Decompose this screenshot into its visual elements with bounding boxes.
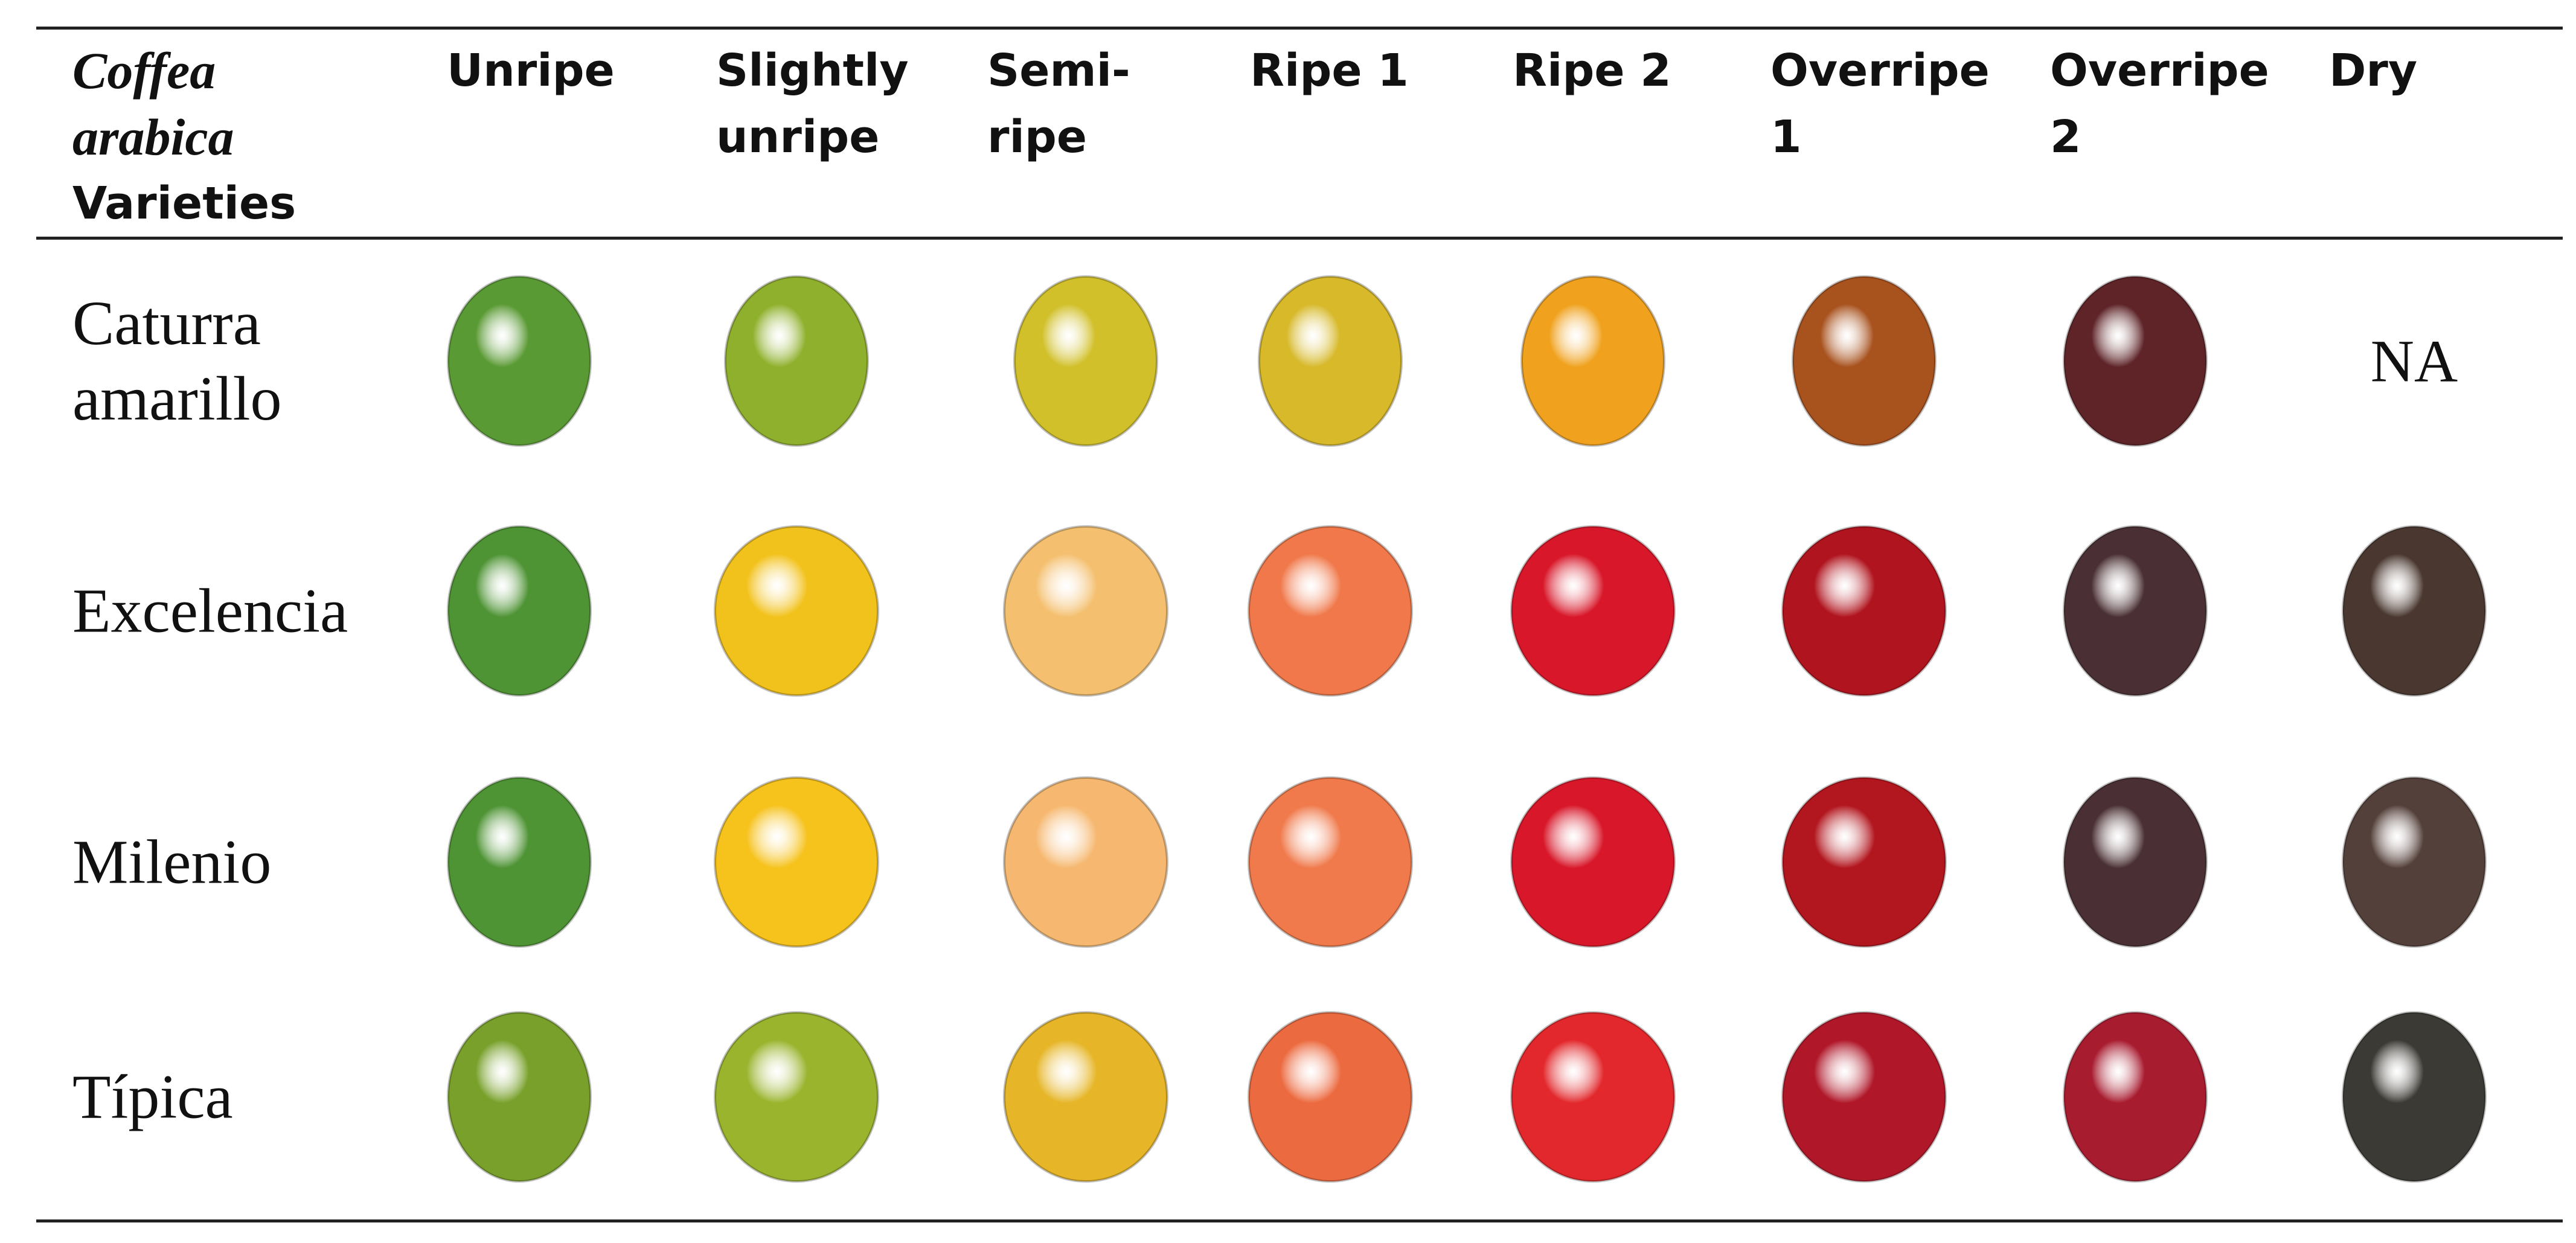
coffee-cherry [2063,776,2208,948]
coffee-cherry [1510,1011,1676,1183]
coffee-cherry [1781,1011,1947,1183]
coffee-cherry [447,525,592,697]
coffee-cherry [1013,275,1158,447]
coffee-cherry [1792,275,1937,447]
variety-name: Típica [72,1062,233,1132]
coffee-cherry [1520,275,1665,447]
coffee-cherry [1510,776,1676,948]
varieties-label: Varieties [72,177,296,229]
coffee-cherry [714,776,879,948]
coffee-cherry [714,1011,879,1183]
coffee-cherry [724,275,869,447]
coffee-cherry [1003,525,1168,697]
coffee-cherry [1258,275,1403,447]
coffee-cherry [1003,1011,1168,1183]
coffee-cherry [447,275,592,447]
column-header: Ripe 2 [1513,45,1671,97]
coffee-cherry [2063,1011,2208,1183]
coffee-cherry [2342,1011,2487,1183]
variety-name: Excelencia [72,576,348,646]
coffee-cherry [714,525,879,697]
top-rule [36,27,2563,30]
variety-name: Milenio [72,827,272,897]
variety-name: Caturra amarillo [72,289,282,433]
coffee-cherry [1781,776,1947,948]
coffee-cherry [2342,525,2487,697]
coffee-cherry [1781,525,1947,697]
column-header: Slightly unripe [716,45,909,163]
coffee-cherry [1003,776,1168,948]
coffee-cherry [2063,525,2208,697]
coffee-cherry [1248,1011,1413,1183]
column-header: Semi-ripe [987,45,1130,163]
coffee-cherry [1248,525,1413,697]
bottom-rule [36,1219,2563,1222]
coffee-cherry [1248,776,1413,948]
corner-header: Coffea arabica Varieties [72,37,296,237]
column-header: Dry [2329,45,2418,97]
coffee-cherry [447,1011,592,1183]
coffee-cherry [1510,525,1676,697]
column-header: Unripe [447,45,615,97]
cell-note: NA [2370,327,2458,395]
header-rule [36,237,2563,240]
coffee-cherry [2342,776,2487,948]
column-header: Ripe 1 [1250,45,1409,97]
coffee-cherry [2063,275,2208,447]
column-header: Overripe 1 [1770,45,1990,163]
coffee-cherry [447,776,592,948]
species-name: Coffea arabica [72,42,234,166]
column-header: Overripe 2 [2050,45,2269,163]
